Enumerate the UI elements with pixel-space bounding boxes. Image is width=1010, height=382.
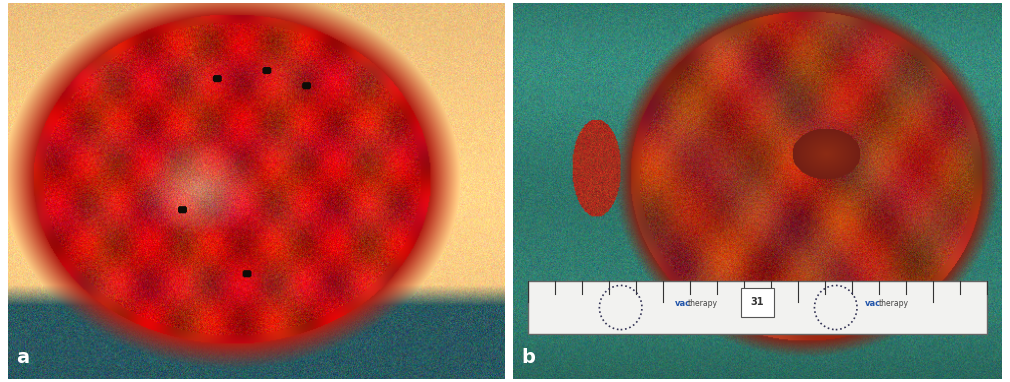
- Text: therapy: therapy: [879, 299, 909, 308]
- Text: b: b: [521, 348, 534, 367]
- Text: vac: vac: [865, 299, 881, 308]
- Text: 31: 31: [750, 298, 765, 308]
- Text: therapy: therapy: [688, 299, 718, 308]
- Text: a: a: [16, 348, 29, 367]
- FancyBboxPatch shape: [528, 281, 987, 334]
- Text: vac: vac: [675, 299, 691, 308]
